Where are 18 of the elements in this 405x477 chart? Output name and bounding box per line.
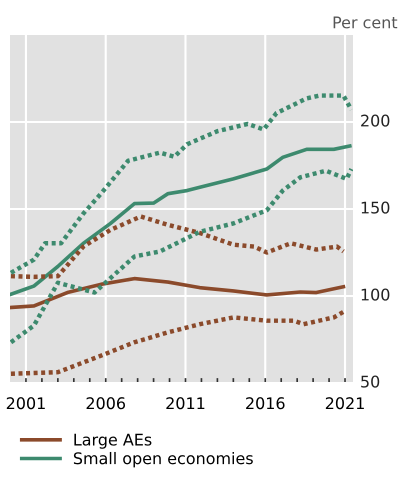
x-tick-label: 2011 <box>166 397 204 410</box>
x-tick-label: 2021 <box>326 397 364 410</box>
line-series <box>10 144 352 296</box>
legend-label: Small open economies <box>74 452 253 468</box>
y-tick-label: 100 <box>362 288 390 301</box>
y-tick-label: 150 <box>362 202 390 214</box>
y-tick-label: 200 <box>361 114 390 127</box>
line-series <box>10 93 353 276</box>
line-series <box>10 166 353 345</box>
y-tick-label: 50 <box>361 376 380 388</box>
line-series <box>10 276 346 310</box>
x-tick-label: 2016 <box>246 397 285 410</box>
line-series <box>10 310 346 376</box>
x-tick-label: 2001 <box>6 397 45 410</box>
legend-label: Large AEs <box>74 434 152 449</box>
y-axis-title: Per cent <box>334 16 398 28</box>
line-series <box>10 214 346 280</box>
x-tick-label: 2006 <box>86 397 126 410</box>
